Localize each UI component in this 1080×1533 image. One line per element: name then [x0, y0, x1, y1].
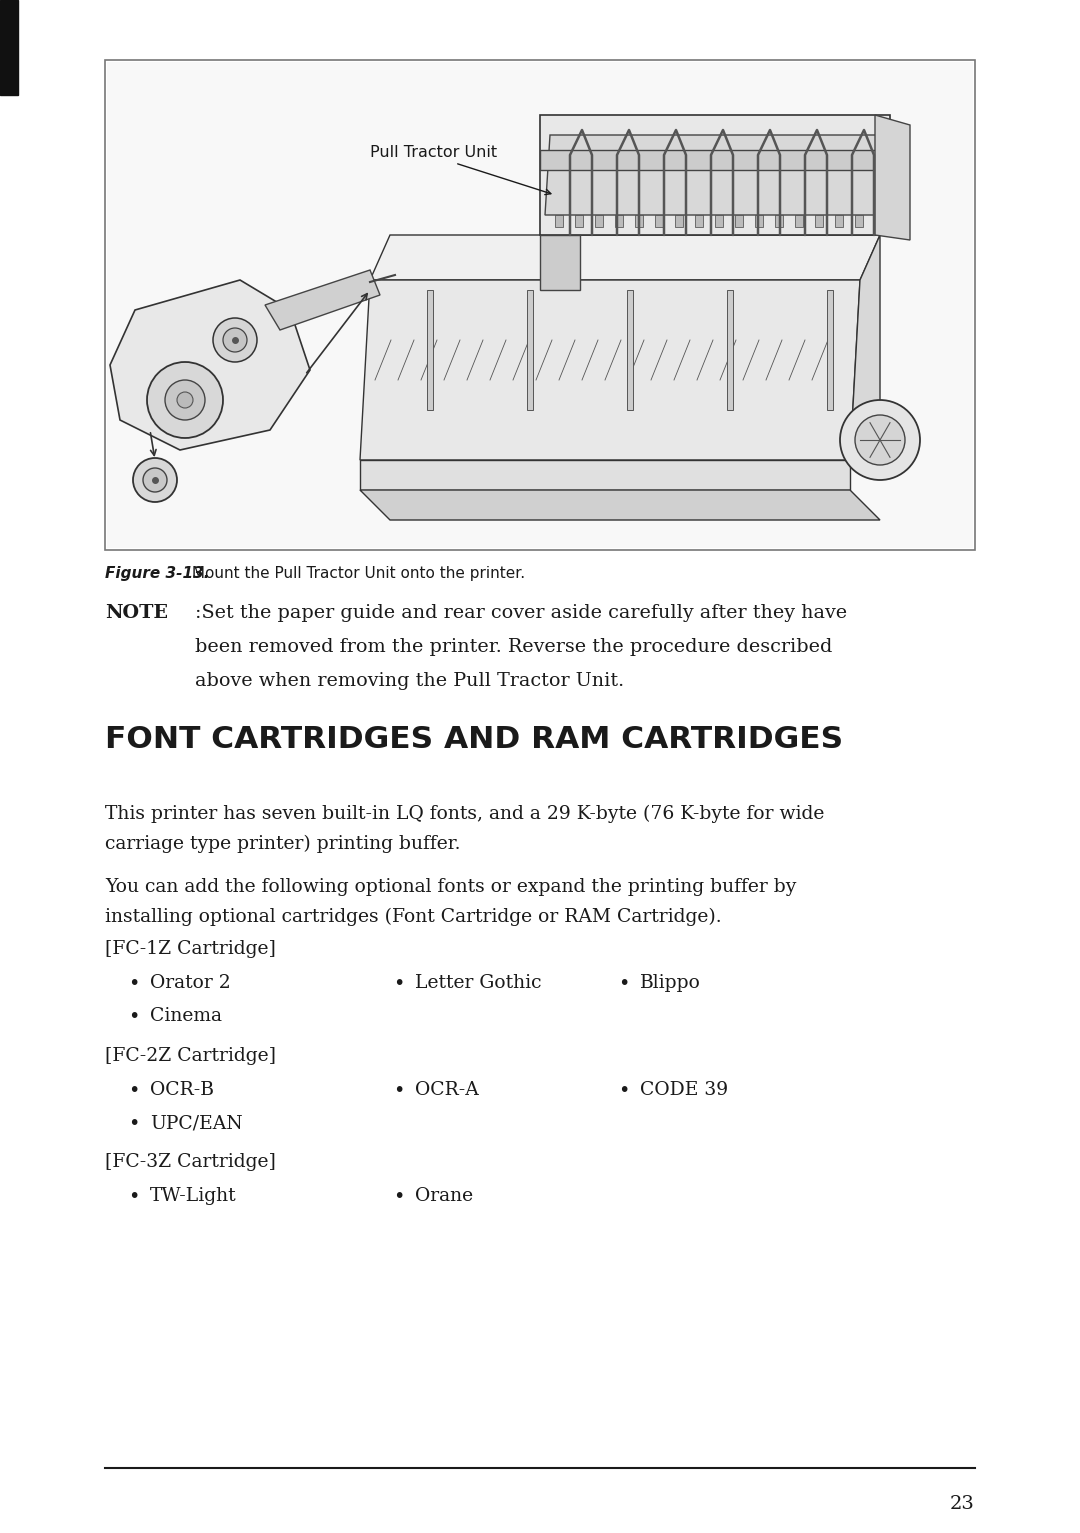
Bar: [540, 150, 890, 170]
Text: carriage type printer) printing buffer.: carriage type printer) printing buffer.: [105, 835, 460, 854]
Text: Orane: Orane: [415, 1187, 473, 1205]
Text: •: •: [129, 1187, 139, 1206]
Bar: [675, 215, 683, 227]
Circle shape: [213, 317, 257, 362]
Bar: [555, 215, 563, 227]
Bar: [654, 215, 663, 227]
Polygon shape: [875, 115, 910, 241]
Text: 23: 23: [950, 1495, 975, 1513]
Bar: [527, 290, 534, 409]
Circle shape: [147, 362, 222, 438]
Circle shape: [177, 392, 193, 408]
Text: Blippo: Blippo: [640, 973, 701, 992]
Text: •: •: [393, 973, 404, 993]
Bar: [427, 290, 433, 409]
Bar: [715, 215, 723, 227]
Bar: [735, 215, 743, 227]
Text: been removed from the printer. Reverse the procedure described: been removed from the printer. Reverse t…: [195, 638, 833, 656]
Text: above when removing the Pull Tractor Unit.: above when removing the Pull Tractor Uni…: [195, 671, 624, 690]
Circle shape: [165, 380, 205, 420]
Polygon shape: [850, 235, 880, 460]
Text: Pull Tractor Unit: Pull Tractor Unit: [370, 146, 497, 159]
Bar: [727, 290, 733, 409]
Text: TW-Light: TW-Light: [150, 1187, 237, 1205]
Bar: [827, 290, 833, 409]
Polygon shape: [540, 115, 890, 235]
Polygon shape: [540, 235, 580, 290]
Text: Mount the Pull Tractor Unit onto the printer.: Mount the Pull Tractor Unit onto the pri…: [187, 566, 525, 581]
Circle shape: [840, 400, 920, 480]
Text: [FC-2Z Cartridge]: [FC-2Z Cartridge]: [105, 1047, 276, 1065]
Text: This printer has seven built-in LQ fonts, and a 29 K-byte (76 K-byte for wide: This printer has seven built-in LQ fonts…: [105, 805, 824, 823]
Bar: [755, 215, 762, 227]
Text: •: •: [618, 973, 630, 993]
Bar: [855, 215, 863, 227]
Text: :Set the paper guide and rear cover aside carefully after they have: :Set the paper guide and rear cover asid…: [195, 604, 847, 622]
Bar: [795, 215, 804, 227]
Bar: [615, 215, 623, 227]
Bar: [595, 215, 603, 227]
Bar: [775, 215, 783, 227]
Text: UPC/EAN: UPC/EAN: [150, 1114, 243, 1131]
Polygon shape: [370, 235, 880, 281]
Text: CODE 39: CODE 39: [640, 1081, 728, 1099]
Polygon shape: [545, 135, 880, 215]
Circle shape: [222, 328, 247, 353]
Circle shape: [143, 468, 167, 492]
Text: NOTE: NOTE: [105, 604, 168, 622]
Text: FONT CARTRIDGES AND RAM CARTRIDGES: FONT CARTRIDGES AND RAM CARTRIDGES: [105, 725, 843, 754]
Text: OCR-A: OCR-A: [415, 1081, 478, 1099]
Bar: [835, 215, 843, 227]
Text: OCR-B: OCR-B: [150, 1081, 214, 1099]
Bar: [815, 215, 823, 227]
Text: You can add the following optional fonts or expand the printing buffer by: You can add the following optional fonts…: [105, 878, 796, 895]
Bar: [575, 215, 583, 227]
Text: •: •: [129, 973, 139, 993]
Text: •: •: [129, 1114, 139, 1133]
Bar: [0, 0, 18, 95]
Polygon shape: [360, 491, 880, 520]
Circle shape: [133, 458, 177, 501]
Bar: [696, 215, 703, 227]
Bar: [635, 215, 643, 227]
Bar: [107, 61, 973, 547]
Polygon shape: [360, 281, 860, 460]
Circle shape: [855, 415, 905, 464]
Bar: [105, 60, 975, 550]
Polygon shape: [265, 270, 380, 330]
Text: •: •: [618, 1081, 630, 1101]
Polygon shape: [360, 460, 850, 491]
Text: [FC-1Z Cartridge]: [FC-1Z Cartridge]: [105, 940, 275, 958]
Text: Letter Gothic: Letter Gothic: [415, 973, 541, 992]
Text: •: •: [129, 1007, 139, 1026]
Text: Figure 3-13.: Figure 3-13.: [105, 566, 210, 581]
Text: Orator 2: Orator 2: [150, 973, 231, 992]
Text: •: •: [129, 1081, 139, 1101]
Bar: [627, 290, 633, 409]
Text: •: •: [393, 1187, 404, 1206]
Text: •: •: [393, 1081, 404, 1101]
Text: installing optional cartridges (Font Cartridge or RAM Cartridge).: installing optional cartridges (Font Car…: [105, 908, 721, 926]
Polygon shape: [110, 281, 310, 451]
Text: Cinema: Cinema: [150, 1007, 222, 1026]
Text: [FC-3Z Cartridge]: [FC-3Z Cartridge]: [105, 1153, 275, 1171]
